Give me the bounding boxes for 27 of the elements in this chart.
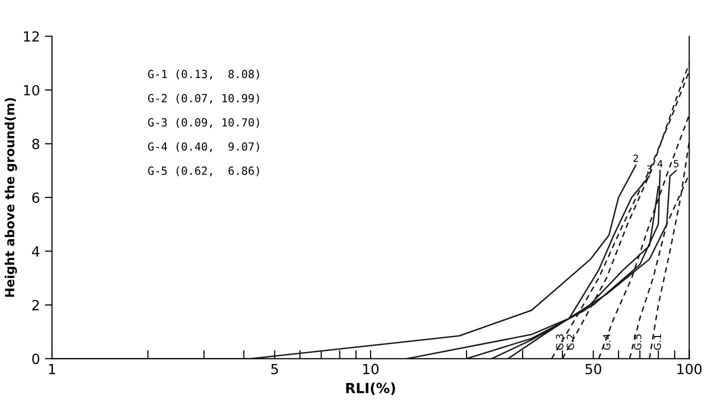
y-tick-label: 10 <box>24 84 40 96</box>
text: G.5 <box>634 334 642 350</box>
x-axis-title: RLI(%) <box>346 382 396 395</box>
annotation: G-3 (0.09, 10.70) <box>148 118 259 128</box>
annotation: G-4 (0.40, 9.07) <box>148 142 259 152</box>
y-tick-label: 12 <box>24 31 39 42</box>
y-tick-label: 8 <box>32 138 40 150</box>
annotation: G-2 (0.07, 10.99) <box>148 94 259 104</box>
y-axis-title: Height above the ground(m) <box>4 98 17 297</box>
y-tick-label: 6 <box>32 192 40 203</box>
y-tick-label: 0 <box>32 354 40 364</box>
x-tick-label: 1 <box>49 364 56 374</box>
y-tick-label: 2 <box>32 300 39 310</box>
y-tick-label: 4 <box>32 246 40 256</box>
series-label: 4 <box>657 160 663 168</box>
annotation: G-1 (0.13, 8.08) <box>148 70 259 80</box>
text: G.3 <box>556 334 564 350</box>
x-tick-label: 100 <box>677 364 702 374</box>
text: G.4 <box>603 334 610 350</box>
series-label: 2 <box>633 154 638 162</box>
x-tick-label: 5 <box>271 364 278 374</box>
annotation: G-5 (0.62, 6.86) <box>148 166 259 176</box>
text: G.1 <box>654 334 662 350</box>
text: G.2 <box>566 334 574 350</box>
x-tick-label: 50 <box>586 364 602 374</box>
series-label: 5 <box>674 160 678 168</box>
x-tick-label: 10 <box>363 364 379 374</box>
